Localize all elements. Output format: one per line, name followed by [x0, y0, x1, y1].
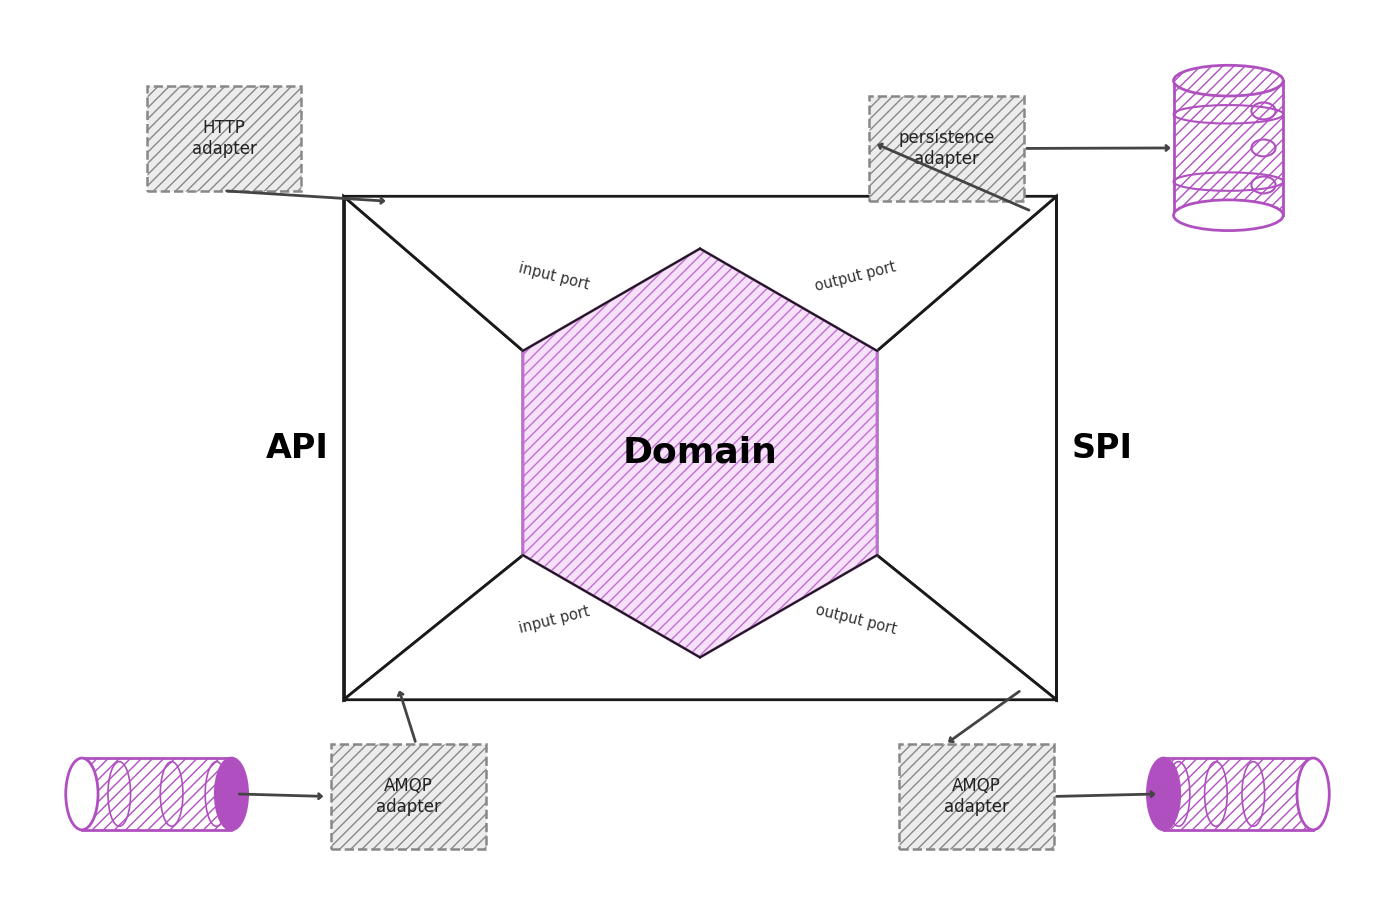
Text: SPI: SPI: [1071, 432, 1133, 464]
Polygon shape: [343, 196, 1057, 351]
Bar: [1173, 81, 1284, 215]
Text: API: API: [266, 432, 329, 464]
Bar: [1163, 758, 1313, 830]
Bar: [1163, 758, 1313, 830]
Polygon shape: [876, 196, 1057, 700]
FancyBboxPatch shape: [899, 744, 1054, 849]
Ellipse shape: [1173, 200, 1284, 231]
FancyBboxPatch shape: [332, 744, 486, 849]
Ellipse shape: [1148, 758, 1180, 830]
Polygon shape: [343, 555, 1057, 700]
Bar: [83, 758, 231, 830]
Ellipse shape: [66, 758, 98, 830]
Text: AMQP
adapter: AMQP adapter: [944, 777, 1009, 815]
Text: input port: input port: [517, 261, 591, 292]
Text: persistence
adapter: persistence adapter: [899, 129, 995, 167]
Ellipse shape: [1173, 65, 1284, 96]
Ellipse shape: [1296, 758, 1329, 830]
Bar: [1173, 81, 1284, 215]
Text: AMQP
adapter: AMQP adapter: [377, 777, 441, 815]
FancyBboxPatch shape: [147, 86, 301, 191]
Text: output port: output port: [813, 603, 897, 637]
Text: HTTP
adapter: HTTP adapter: [192, 119, 256, 157]
Text: input port: input port: [517, 605, 591, 636]
Polygon shape: [524, 249, 876, 657]
Ellipse shape: [216, 758, 248, 830]
Bar: [83, 758, 231, 830]
Text: Domain: Domain: [623, 436, 777, 470]
FancyBboxPatch shape: [869, 96, 1023, 201]
Polygon shape: [343, 196, 524, 700]
Text: output port: output port: [813, 259, 897, 293]
